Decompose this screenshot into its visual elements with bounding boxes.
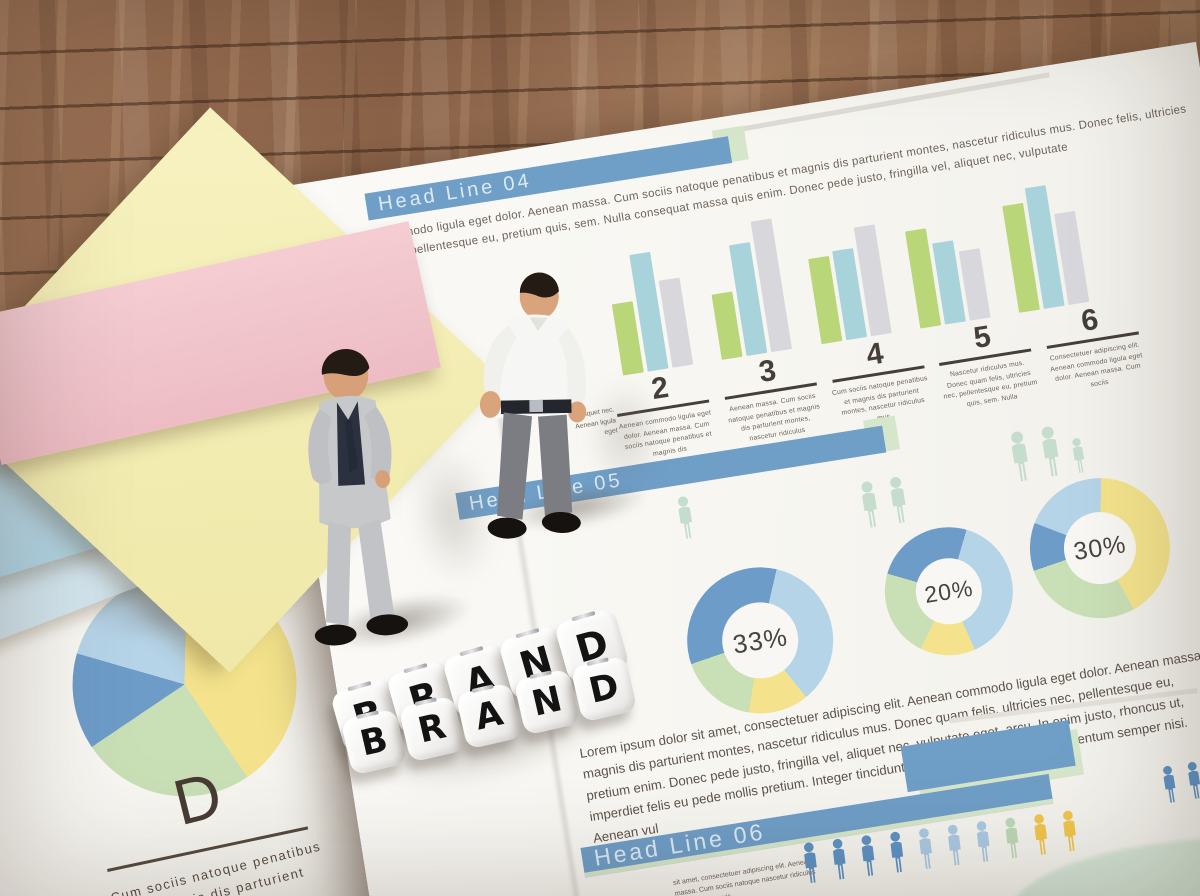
people-icon-group [671, 494, 701, 543]
donut-percent-label: 33% [730, 620, 790, 660]
pictogram-row [797, 809, 1083, 887]
bar-group [1000, 181, 1090, 313]
step-item: 6 Consectetuer adipiscing elit. Aenean co… [1040, 298, 1149, 396]
step-text: Nascetur ridiculus mus. Donec quam felis… [943, 359, 1039, 408]
step-item: 4 Cum sociis natoque penatibus et magnis … [825, 333, 934, 431]
person-icon [677, 496, 693, 539]
figurine-businessman-suit [274, 338, 441, 665]
donut-chart: 33% [676, 556, 844, 724]
step-item: 2 Aenean commodo ligula eget dolor. Aenea… [610, 367, 719, 465]
donut-percent-label: 30% [1071, 529, 1129, 566]
step-item: 3 Aenean massa. Cum sociis natoque penati… [717, 350, 826, 448]
donut-percent-label: 20% [922, 574, 976, 608]
shirt-figure-graphic [479, 272, 587, 539]
person-icon [804, 842, 817, 884]
bar-group [904, 221, 991, 329]
step-item: 5 Nascetur ridiculus mus. Donec quam feli… [932, 316, 1041, 414]
person-icon [947, 824, 961, 866]
person-icon [1163, 765, 1176, 803]
person-icon [919, 828, 932, 869]
bar-group [701, 218, 793, 360]
person-icon [1041, 426, 1059, 477]
person-icon [976, 821, 990, 862]
top-rule [723, 72, 1050, 135]
person-icon [1005, 817, 1019, 859]
people-icon-group [854, 474, 915, 532]
bar-group [804, 224, 892, 345]
people-icon-groups [258, 42, 1196, 539]
person-icon [861, 481, 877, 528]
step-text: Consectetuer adipiscing elit. Aenean com… [1049, 341, 1143, 389]
person-icon [1187, 761, 1200, 799]
figurine-businessman-shirt [450, 265, 620, 570]
pictogram-pair [1157, 760, 1200, 807]
person-icon [832, 838, 846, 880]
people-icon-group [1003, 420, 1091, 486]
infographic-sheet: Head Line 04 commodo ligula eget dolor. … [257, 41, 1200, 896]
person-icon [1034, 814, 1048, 855]
person-icon [1063, 810, 1076, 852]
person-icon [890, 831, 904, 873]
person-icon [1011, 431, 1028, 482]
person-icon [1072, 438, 1085, 474]
person-icon [890, 477, 906, 524]
donut-chart: 20% [875, 518, 1023, 665]
suit-figure-graphic [308, 349, 409, 646]
donut-chart: 30% [1019, 468, 1181, 629]
person-icon [861, 835, 875, 876]
